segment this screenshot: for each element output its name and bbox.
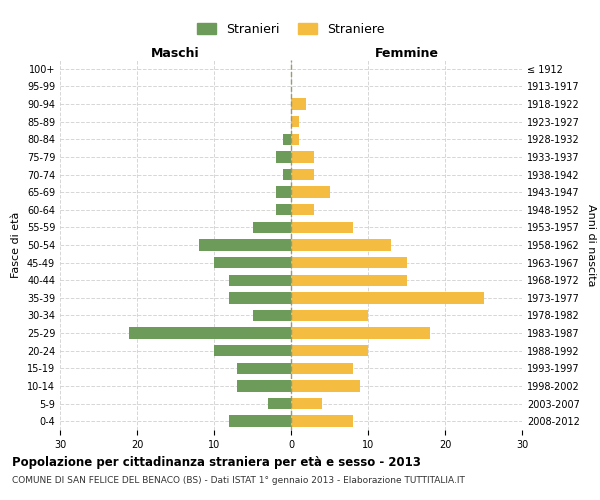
Bar	[283, 169, 291, 180]
Bar	[291, 398, 322, 409]
Bar	[291, 116, 299, 128]
Bar	[291, 292, 484, 304]
Bar	[237, 362, 291, 374]
Bar	[199, 240, 291, 250]
Bar	[291, 328, 430, 339]
Bar	[229, 292, 291, 304]
Bar	[237, 380, 291, 392]
Bar	[291, 310, 368, 321]
Bar	[268, 398, 291, 409]
Text: Femmine: Femmine	[374, 47, 439, 60]
Y-axis label: Fasce di età: Fasce di età	[11, 212, 21, 278]
Bar	[275, 186, 291, 198]
Bar	[253, 310, 291, 321]
Bar	[253, 222, 291, 233]
Bar	[291, 257, 407, 268]
Legend: Stranieri, Straniere: Stranieri, Straniere	[193, 18, 389, 41]
Bar	[229, 416, 291, 427]
Bar	[291, 151, 314, 162]
Bar	[291, 345, 368, 356]
Bar	[214, 345, 291, 356]
Bar	[291, 380, 360, 392]
Bar	[214, 257, 291, 268]
Bar	[291, 204, 314, 216]
Bar	[291, 169, 314, 180]
Bar	[291, 416, 353, 427]
Bar	[291, 362, 353, 374]
Bar	[291, 240, 391, 250]
Y-axis label: Anni di nascita: Anni di nascita	[586, 204, 596, 286]
Bar	[291, 274, 407, 286]
Bar	[291, 186, 329, 198]
Bar	[130, 328, 291, 339]
Text: Popolazione per cittadinanza straniera per età e sesso - 2013: Popolazione per cittadinanza straniera p…	[12, 456, 421, 469]
Bar	[291, 222, 353, 233]
Bar	[291, 98, 307, 110]
Bar	[275, 151, 291, 162]
Bar	[283, 134, 291, 145]
Text: Maschi: Maschi	[151, 47, 200, 60]
Bar	[229, 274, 291, 286]
Bar	[275, 204, 291, 216]
Bar	[291, 134, 299, 145]
Text: COMUNE DI SAN FELICE DEL BENACO (BS) - Dati ISTAT 1° gennaio 2013 - Elaborazione: COMUNE DI SAN FELICE DEL BENACO (BS) - D…	[12, 476, 465, 485]
